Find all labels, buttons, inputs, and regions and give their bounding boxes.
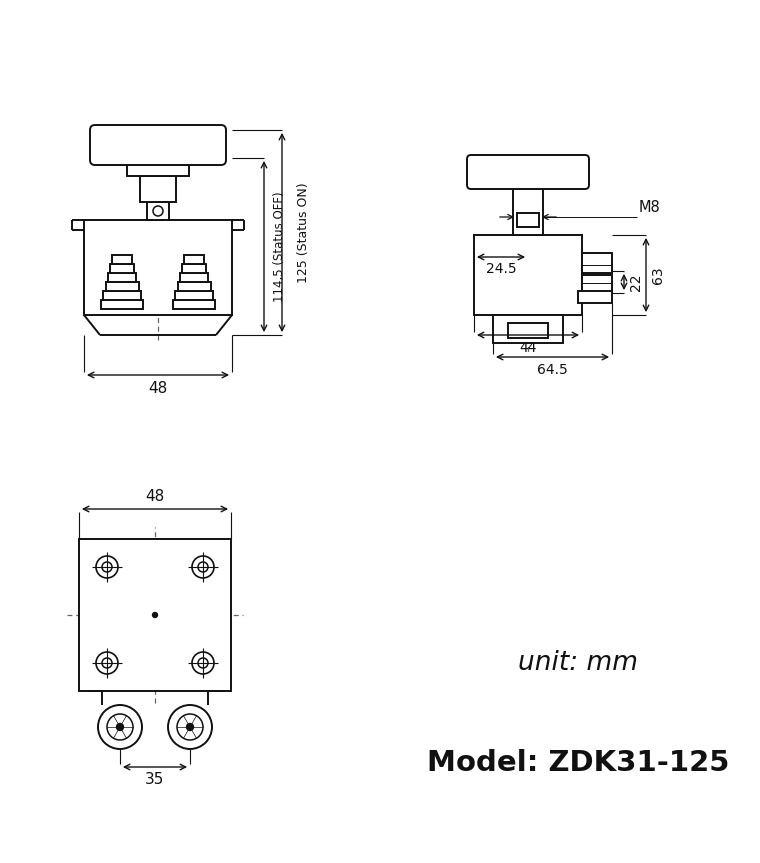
Text: unit: mm: unit: mm: [518, 650, 638, 676]
Text: 48: 48: [145, 488, 165, 503]
Bar: [582, 253, 612, 273]
Bar: [110, 264, 134, 273]
Bar: [106, 282, 138, 291]
Text: 114,5 (Status OFF): 114,5 (Status OFF): [274, 192, 287, 302]
Bar: [101, 300, 143, 309]
Bar: [578, 291, 612, 303]
Bar: [175, 291, 213, 300]
Text: M8: M8: [639, 200, 660, 215]
Bar: [173, 300, 215, 309]
Circle shape: [186, 723, 194, 730]
Bar: [108, 273, 136, 282]
Bar: [103, 291, 141, 300]
Text: 48: 48: [148, 381, 168, 395]
Circle shape: [153, 206, 163, 216]
Circle shape: [177, 714, 203, 740]
Bar: [93, 553, 217, 677]
Text: 22: 22: [629, 274, 643, 291]
Text: 63: 63: [651, 266, 665, 284]
Bar: [182, 264, 206, 273]
Bar: [474, 235, 582, 315]
Circle shape: [107, 714, 133, 740]
Bar: [79, 539, 231, 691]
Text: 125 (Status ON): 125 (Status ON): [297, 182, 311, 283]
Bar: [517, 213, 539, 227]
Text: 64.5: 64.5: [537, 363, 568, 377]
Bar: [147, 202, 169, 220]
Bar: [184, 255, 204, 264]
Bar: [140, 176, 176, 202]
Bar: [180, 273, 208, 282]
FancyBboxPatch shape: [90, 125, 226, 165]
Circle shape: [116, 723, 123, 730]
Text: 35: 35: [145, 772, 165, 788]
Bar: [178, 282, 211, 291]
Text: Model: ZDK31-125: Model: ZDK31-125: [427, 749, 729, 777]
Bar: [127, 160, 189, 176]
Circle shape: [168, 705, 212, 749]
FancyBboxPatch shape: [467, 155, 589, 189]
Bar: [508, 323, 548, 338]
Text: 44: 44: [519, 341, 537, 355]
Text: 24.5: 24.5: [486, 262, 516, 276]
Bar: [112, 255, 132, 264]
Bar: [582, 275, 612, 293]
Bar: [493, 315, 563, 343]
Circle shape: [98, 705, 142, 749]
Circle shape: [153, 613, 157, 618]
Bar: [84, 220, 232, 315]
Bar: [513, 185, 543, 235]
